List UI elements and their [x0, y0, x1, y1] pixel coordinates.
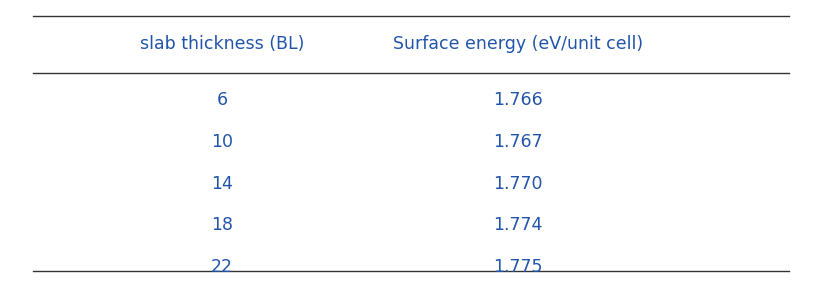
Text: 1.766: 1.766: [493, 91, 543, 109]
Text: 1.770: 1.770: [493, 175, 543, 193]
Text: 1.767: 1.767: [493, 133, 543, 151]
Text: 1.774: 1.774: [493, 216, 543, 234]
Text: 14: 14: [211, 175, 233, 193]
Text: 22: 22: [211, 258, 233, 276]
Text: 10: 10: [211, 133, 233, 151]
Text: 18: 18: [211, 216, 233, 234]
Text: 6: 6: [216, 91, 228, 109]
Text: 1.775: 1.775: [493, 258, 543, 276]
Text: Surface energy (eV/unit cell): Surface energy (eV/unit cell): [393, 35, 643, 53]
Text: slab thickness (BL): slab thickness (BL): [140, 35, 304, 53]
